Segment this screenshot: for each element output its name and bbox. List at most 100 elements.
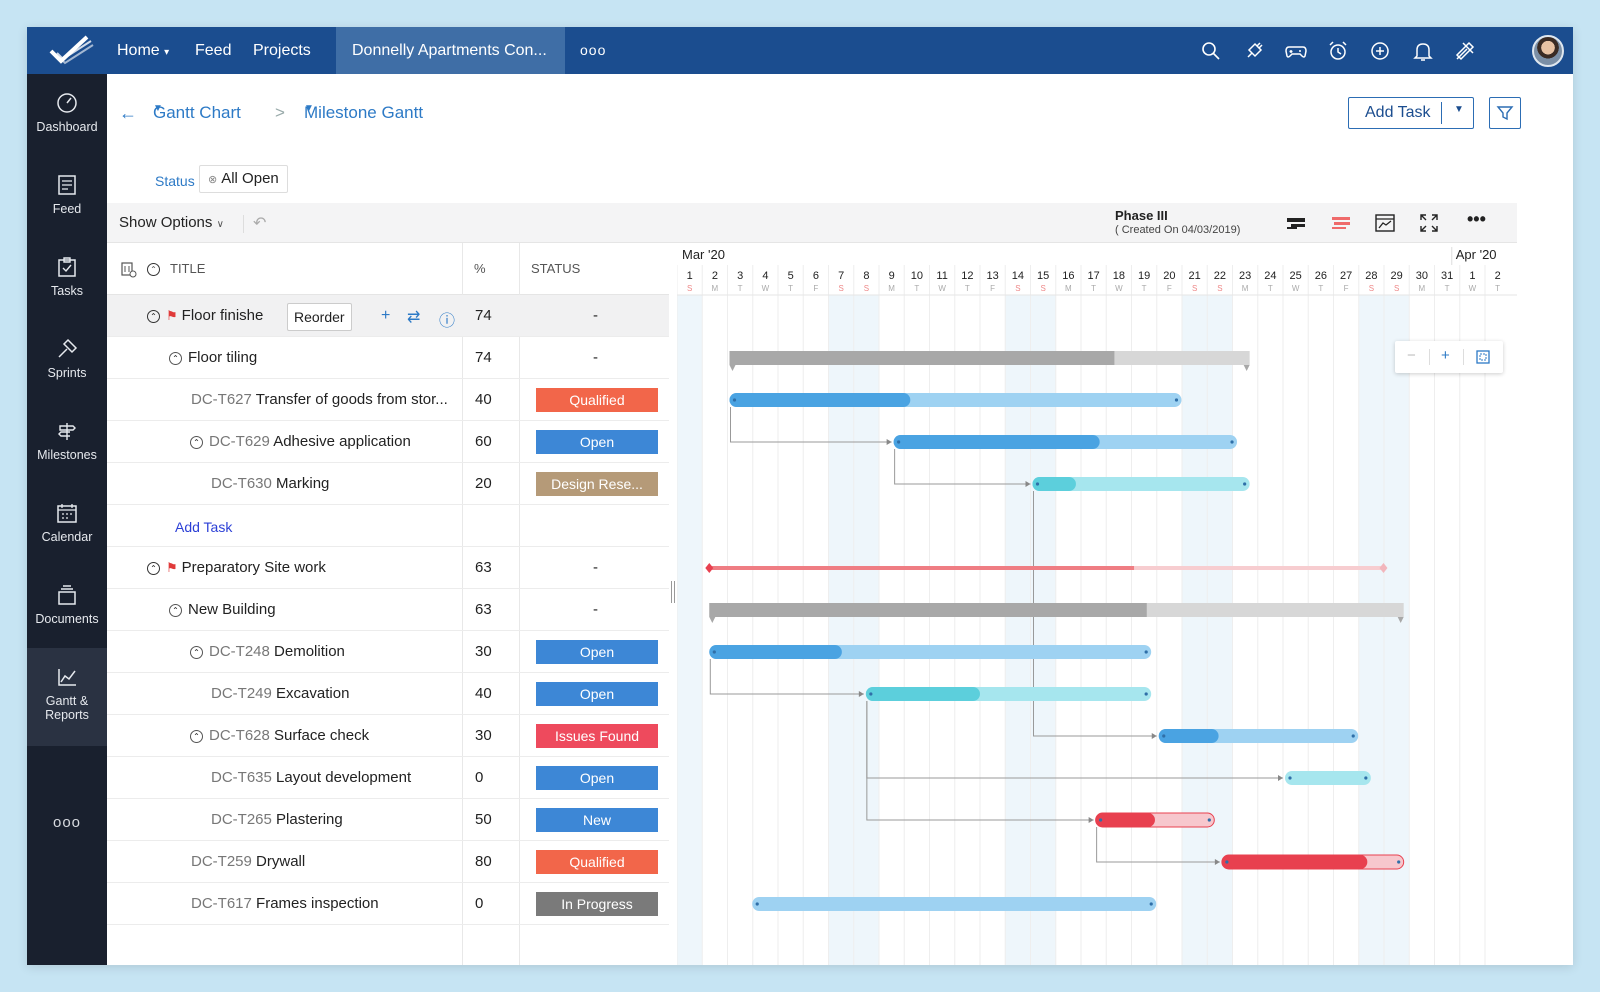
table-row[interactable]: DC-T249 Excavation 40 Open — [107, 673, 669, 715]
nav-active-project[interactable]: Donnelly Apartments Con... — [336, 27, 565, 74]
status-badge[interactable]: Open — [536, 766, 658, 790]
status-badge[interactable]: Qualified — [536, 850, 658, 874]
table-row[interactable]: DC-T635 Layout development 0 Open — [107, 757, 669, 799]
nav-home[interactable]: Home ▾ — [117, 42, 170, 59]
table-row[interactable]: ⌃ DC-T629 Adhesive application 60 Open — [107, 421, 669, 463]
add-subtask-icon[interactable]: + — [381, 307, 391, 324]
sidebar-item-feed[interactable]: Feed — [27, 156, 107, 238]
row-title[interactable]: DC-T265 Plastering — [211, 811, 343, 828]
status-badge[interactable]: Open — [536, 430, 658, 454]
table-row[interactable]: DC-T259 Drywall 80 Qualified — [107, 841, 669, 883]
status-badge[interactable]: Qualified — [536, 388, 658, 412]
avatar[interactable] — [1532, 35, 1564, 67]
sidebar-more-icon[interactable]: ooo — [52, 814, 82, 831]
row-title[interactable]: ⌃ New Building — [169, 601, 276, 618]
nav-feed[interactable]: Feed — [195, 42, 232, 59]
status-badge[interactable]: New — [536, 808, 658, 832]
table-row[interactable]: ⌃ Floor tiling 74 - — [107, 337, 669, 379]
column-header-title[interactable]: TITLE — [170, 261, 206, 276]
clear-filter-icon[interactable]: ⊗ — [208, 174, 218, 186]
column-header-percent[interactable]: % — [474, 261, 486, 276]
plus-circle-icon[interactable] — [1368, 39, 1392, 63]
alarm-clock-icon[interactable] — [1326, 39, 1350, 63]
sidebar-item-milestones[interactable]: Milestones — [27, 402, 107, 484]
row-title[interactable]: DC-T617 Frames inspection — [191, 895, 379, 912]
bell-icon[interactable] — [1411, 39, 1435, 63]
status-badge[interactable]: Design Rese... — [536, 472, 658, 496]
add-task-dropdown-icon[interactable]: ▼ — [1454, 104, 1464, 115]
undo-icon[interactable]: ↶ — [253, 215, 267, 232]
row-title[interactable]: DC-T630 Marking — [211, 475, 329, 492]
filter-button[interactable] — [1489, 97, 1521, 129]
sidebar-item-tasks[interactable]: Tasks — [27, 238, 107, 320]
add-task-link[interactable]: Add Task — [175, 519, 233, 535]
reorder-button[interactable]: Reorder — [287, 303, 352, 331]
gamepad-icon[interactable] — [1284, 39, 1308, 63]
column-settings-icon[interactable] — [121, 262, 137, 278]
table-row[interactable]: ⌃ DC-T248 Demolition 30 Open — [107, 631, 669, 673]
status-filter-chip[interactable]: ⊗ All Open — [199, 165, 288, 193]
fullscreen-icon[interactable] — [1418, 213, 1440, 233]
zoom-in-button[interactable]: + — [1441, 347, 1450, 364]
collapse-toggle-icon[interactable]: ⌃ — [147, 310, 160, 323]
search-icon[interactable] — [1199, 39, 1223, 63]
move-icon[interactable]: ⇄ — [407, 309, 421, 326]
sidebar-item-sprints[interactable]: Sprints — [27, 320, 107, 402]
collapse-toggle-icon[interactable]: ⌃ — [169, 604, 182, 617]
row-title[interactable]: ⌃ DC-T248 Demolition — [190, 643, 345, 660]
zoom-out-button[interactable]: − — [1407, 347, 1416, 364]
row-title[interactable]: ⌃ ⚑ Floor finishe — [147, 307, 263, 324]
row-title[interactable]: ⌃ Floor tiling — [169, 349, 257, 366]
plug-icon[interactable] — [1242, 39, 1266, 63]
table-row[interactable]: DC-T627 Transfer of goods from stor... 40… — [107, 379, 669, 421]
info-icon[interactable]: ⓘ — [439, 313, 456, 330]
table-row[interactable]: DC-T630 Marking 20 Design Rese... — [107, 463, 669, 505]
sidebar-item-documents[interactable]: Documents — [27, 566, 107, 648]
nav-more-icon[interactable]: ooo — [580, 42, 607, 58]
critical-path-icon[interactable] — [1285, 213, 1307, 233]
table-row[interactable]: DC-T617 Frames inspection 0 In Progress — [107, 883, 669, 925]
row-title[interactable]: DC-T627 Transfer of goods from stor... — [191, 391, 448, 408]
table-row[interactable]: ⌃ DC-T628 Surface check 30 Issues Found — [107, 715, 669, 757]
column-header-status[interactable]: STATUS — [531, 261, 581, 276]
collapse-toggle-icon[interactable]: ⌃ — [190, 436, 203, 449]
show-options-dropdown[interactable]: Show Options ∨ — [119, 214, 224, 231]
task-bar-progress — [729, 393, 911, 407]
collapse-toggle-icon[interactable]: ⌃ — [169, 352, 182, 365]
row-title[interactable]: ⌃ DC-T629 Adhesive application — [190, 433, 411, 450]
status-badge[interactable]: Open — [536, 640, 658, 664]
collapse-toggle-icon[interactable]: ⌃ — [190, 646, 203, 659]
more-options-icon[interactable]: ••• — [1467, 209, 1486, 229]
row-title[interactable]: DC-T635 Layout development — [211, 769, 411, 786]
status-badge[interactable]: In Progress — [536, 892, 658, 916]
table-row[interactable]: ⌃ ⚑ Preparatory Site work 63- — [107, 547, 669, 589]
sidebar-item-gantt-reports[interactable]: Gantt & Reports — [27, 648, 107, 746]
row-title[interactable]: ⌃ DC-T628 Surface check — [190, 727, 369, 744]
table-row[interactable]: Add Task — [107, 505, 669, 547]
row-title[interactable]: DC-T259 Drywall — [191, 853, 305, 870]
baseline-icon[interactable] — [1330, 213, 1352, 233]
calendar-chart-icon[interactable] — [1374, 213, 1396, 233]
collapse-toggle-icon[interactable]: ⌃ — [190, 730, 203, 743]
back-arrow-icon[interactable]: ← — [119, 103, 137, 123]
status-badge[interactable]: Open — [536, 682, 658, 706]
app-logo-icon[interactable] — [47, 35, 95, 67]
sidebar-item-calendar[interactable]: Calendar — [27, 484, 107, 566]
collapse-all-icon[interactable]: ⌃ — [147, 243, 166, 295]
collapse-toggle-icon[interactable]: ⌃ — [147, 562, 160, 575]
sidebar-item-dashboard[interactable]: Dashboard — [27, 74, 107, 156]
nav-projects[interactable]: Projects — [253, 42, 311, 59]
tools-icon[interactable] — [1453, 39, 1477, 63]
pane-splitter[interactable] — [669, 243, 677, 965]
row-title[interactable]: DC-T249 Excavation — [211, 685, 349, 702]
dependency-arrow — [1025, 481, 1031, 487]
add-task-label[interactable]: Add Task — [1365, 104, 1431, 121]
table-row[interactable]: ⌃ ⚑ Floor finishe 74- Reorder + ⇄ ⓘ — [107, 295, 669, 337]
status-badge[interactable]: Issues Found — [536, 724, 658, 748]
day-tick-label: 14 — [1012, 270, 1024, 282]
fit-to-screen-icon[interactable] — [1475, 349, 1491, 365]
add-task-button[interactable]: Add Task ▼ — [1348, 97, 1474, 129]
row-title[interactable]: ⌃ ⚑ Preparatory Site work — [147, 559, 326, 576]
table-row[interactable]: DC-T265 Plastering 50 New — [107, 799, 669, 841]
table-row[interactable]: ⌃ New Building 63 - — [107, 589, 669, 631]
